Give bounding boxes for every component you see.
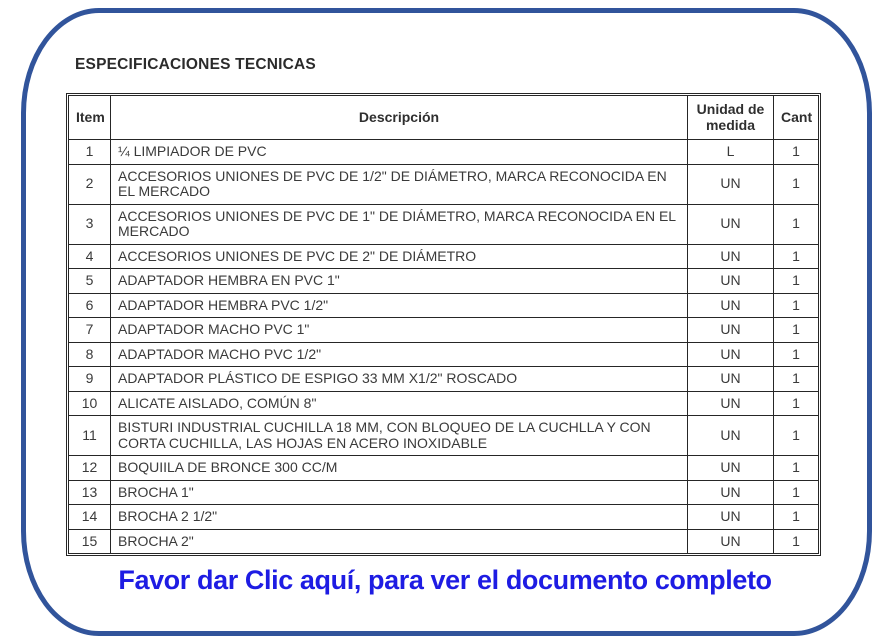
desc-cell: BROCHA 2" bbox=[110, 528, 688, 554]
view-full-document-link[interactable]: Favor dar Clic aquí, para ver el documen… bbox=[118, 565, 772, 595]
table-row: 6 ADAPTADOR HEMBRA PVC 1/2" UN 1 bbox=[68, 292, 819, 318]
item-cell: 14 bbox=[68, 504, 111, 530]
cant-cell: 1 bbox=[773, 415, 819, 456]
item-cell: 4 bbox=[68, 243, 111, 269]
item-cell: 5 bbox=[68, 268, 111, 294]
unit-cell: UN bbox=[687, 243, 774, 269]
desc-cell: ADAPTADOR MACHO PVC 1" bbox=[110, 317, 688, 343]
cant-cell: 1 bbox=[773, 390, 819, 416]
table-row: 14 BROCHA 2 1/2" UN 1 bbox=[68, 504, 819, 530]
unit-cell: UN bbox=[687, 341, 774, 367]
desc-cell: ADAPTADOR PLÁSTICO DE ESPIGO 33 MM X1/2"… bbox=[110, 366, 688, 392]
desc-cell: ADAPTADOR MACHO PVC 1/2" bbox=[110, 341, 688, 367]
item-cell: 7 bbox=[68, 317, 111, 343]
header-item: Item bbox=[68, 95, 111, 140]
header-cant: Cant bbox=[773, 95, 819, 140]
spec-table: Item Descripción Unidad de medida Cant 1… bbox=[66, 93, 821, 556]
desc-cell: ACCESORIOS UNIONES DE PVC DE 2" DE DIÁME… bbox=[110, 243, 688, 269]
item-cell: 8 bbox=[68, 341, 111, 367]
desc-cell: ACCESORIOS UNIONES DE PVC DE 1" DE DIÁME… bbox=[110, 203, 688, 245]
table-row: 3 ACCESORIOS UNIONES DE PVC DE 1" DE DIÁ… bbox=[68, 203, 819, 245]
unit-cell: UN bbox=[687, 163, 774, 205]
cant-cell: 1 bbox=[773, 292, 819, 318]
item-cell: 11 bbox=[68, 415, 111, 456]
item-cell: 15 bbox=[68, 528, 111, 554]
table-header-row: Item Descripción Unidad de medida Cant bbox=[68, 95, 819, 140]
table-row: 9 ADAPTADOR PLÁSTICO DE ESPIGO 33 MM X1/… bbox=[68, 366, 819, 392]
cant-cell: 1 bbox=[773, 268, 819, 294]
table-row: 10 ALICATE AISLADO, COMÚN 8" UN 1 bbox=[68, 390, 819, 416]
unit-cell: UN bbox=[687, 317, 774, 343]
unit-cell: UN bbox=[687, 390, 774, 416]
unit-cell: L bbox=[687, 139, 774, 165]
unit-cell: UN bbox=[687, 415, 774, 456]
cant-cell: 1 bbox=[773, 317, 819, 343]
table-row: 11 BISTURI INDUSTRIAL CUCHILLA 18 MM, CO… bbox=[68, 415, 819, 456]
cant-cell: 1 bbox=[773, 479, 819, 505]
header-descripcion: Descripción bbox=[110, 95, 688, 140]
unit-cell: UN bbox=[687, 528, 774, 554]
cant-cell: 1 bbox=[773, 528, 819, 554]
desc-cell: BROCHA 2 1/2" bbox=[110, 504, 688, 530]
cant-cell: 1 bbox=[773, 163, 819, 205]
cant-cell: 1 bbox=[773, 341, 819, 367]
table-row: 4 ACCESORIOS UNIONES DE PVC DE 2" DE DIÁ… bbox=[68, 243, 819, 269]
desc-cell: ADAPTADOR HEMBRA EN PVC 1" bbox=[110, 268, 688, 294]
cant-cell: 1 bbox=[773, 504, 819, 530]
desc-cell: ADAPTADOR HEMBRA PVC 1/2" bbox=[110, 292, 688, 318]
cant-cell: 1 bbox=[773, 243, 819, 269]
spec-table-body: 1 ¼ LIMPIADOR DE PVC L 1 2 ACCESORIOS UN… bbox=[68, 139, 819, 554]
item-cell: 9 bbox=[68, 366, 111, 392]
item-cell: 3 bbox=[68, 203, 111, 245]
table-row: 12 BOQUIILA DE BRONCE 300 CC/M UN 1 bbox=[68, 455, 819, 481]
item-cell: 10 bbox=[68, 390, 111, 416]
item-cell: 12 bbox=[68, 455, 111, 481]
item-cell: 1 bbox=[68, 139, 111, 165]
header-unidad-de-medida: Unidad de medida bbox=[687, 95, 774, 140]
desc-cell: BROCHA 1" bbox=[110, 479, 688, 505]
page-title: ESPECIFICACIONES TECNICAS bbox=[75, 56, 316, 73]
table-row: 5 ADAPTADOR HEMBRA EN PVC 1" UN 1 bbox=[68, 268, 819, 294]
table-row: 2 ACCESORIOS UNIONES DE PVC DE 1/2" DE D… bbox=[68, 163, 819, 205]
unit-cell: UN bbox=[687, 504, 774, 530]
cant-cell: 1 bbox=[773, 139, 819, 165]
desc-cell: ALICATE AISLADO, COMÚN 8" bbox=[110, 390, 688, 416]
table-row: 13 BROCHA 1" UN 1 bbox=[68, 479, 819, 505]
unit-cell: UN bbox=[687, 268, 774, 294]
desc-cell: BOQUIILA DE BRONCE 300 CC/M bbox=[110, 455, 688, 481]
desc-cell: ACCESORIOS UNIONES DE PVC DE 1/2" DE DIÁ… bbox=[110, 163, 688, 205]
desc-cell: BISTURI INDUSTRIAL CUCHILLA 18 MM, CON B… bbox=[110, 415, 688, 456]
unit-cell: UN bbox=[687, 203, 774, 245]
table-row: 8 ADAPTADOR MACHO PVC 1/2" UN 1 bbox=[68, 341, 819, 367]
unit-cell: UN bbox=[687, 292, 774, 318]
desc-cell: ¼ LIMPIADOR DE PVC bbox=[110, 139, 688, 165]
cant-cell: 1 bbox=[773, 203, 819, 245]
item-cell: 13 bbox=[68, 479, 111, 505]
cant-cell: 1 bbox=[773, 455, 819, 481]
table-row: 7 ADAPTADOR MACHO PVC 1" UN 1 bbox=[68, 317, 819, 343]
table-row: 15 BROCHA 2" UN 1 bbox=[68, 528, 819, 554]
item-cell: 2 bbox=[68, 163, 111, 205]
unit-cell: UN bbox=[687, 479, 774, 505]
cant-cell: 1 bbox=[773, 366, 819, 392]
unit-cell: UN bbox=[687, 455, 774, 481]
unit-cell: UN bbox=[687, 366, 774, 392]
table-row: 1 ¼ LIMPIADOR DE PVC L 1 bbox=[68, 139, 819, 165]
item-cell: 6 bbox=[68, 292, 111, 318]
